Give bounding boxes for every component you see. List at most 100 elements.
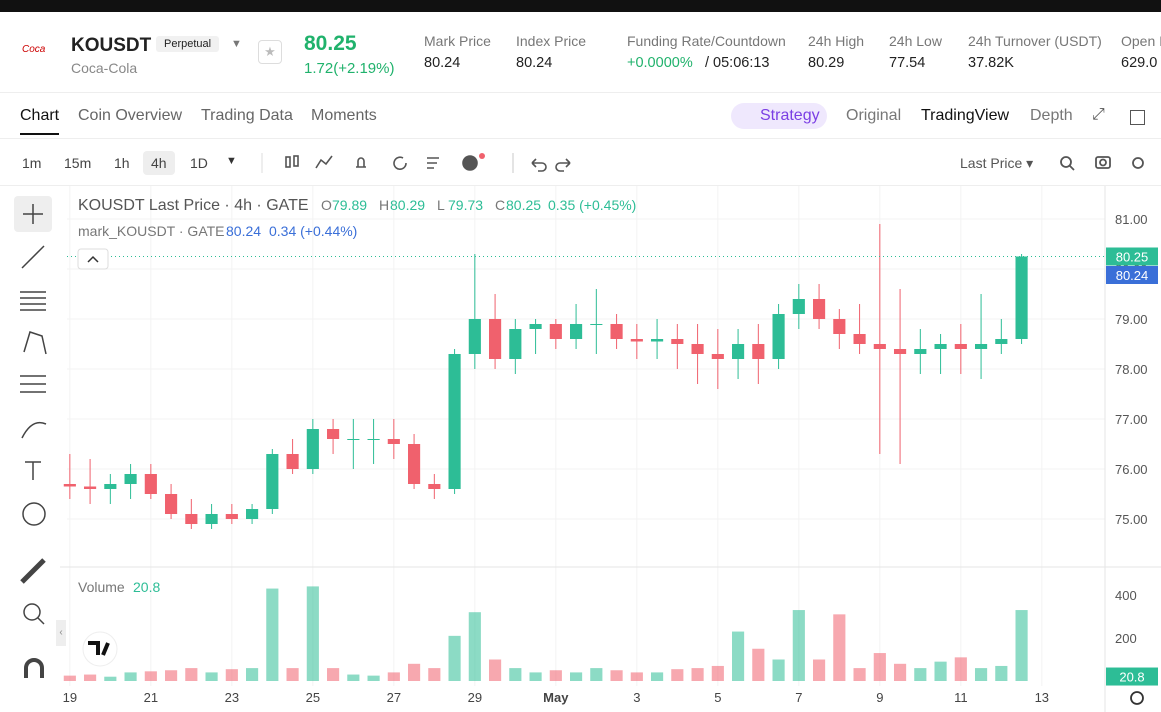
legend-change: 0.35 (+0.45%)	[548, 197, 636, 213]
replay-tool[interactable]	[393, 156, 407, 170]
brush-tool[interactable]	[21, 421, 47, 439]
candle-body	[732, 344, 745, 359]
candle-body	[468, 319, 481, 354]
price-source[interactable]: Last Price ▾	[960, 155, 1034, 171]
zoom-tool[interactable]	[23, 603, 41, 621]
view-tab[interactable]: Strategy	[760, 107, 820, 124]
candle-body	[833, 319, 846, 334]
legend-key: O	[321, 197, 332, 213]
view-tab[interactable]: Original	[846, 107, 902, 124]
volume-title: Volume	[78, 579, 125, 595]
view-tab[interactable]: Depth	[1030, 107, 1073, 124]
candle-body	[347, 439, 360, 440]
volume-bar	[974, 668, 988, 681]
add-tool[interactable]	[462, 155, 478, 171]
interval-dropdown[interactable]: ▼	[226, 155, 237, 167]
volume-bar	[914, 668, 927, 681]
candle-body	[489, 319, 502, 359]
coin-name: Coca-Cola	[71, 60, 138, 76]
undo[interactable]	[531, 158, 547, 172]
mark-price-label: 80.24	[1116, 268, 1149, 283]
tv-logo-mark	[88, 641, 110, 656]
volume-bar	[489, 659, 502, 681]
candle-body	[225, 514, 238, 519]
volume-bar	[954, 657, 967, 681]
volume-bar	[812, 659, 826, 681]
interval[interactable]: 15m	[64, 155, 92, 171]
candle-body	[873, 344, 886, 349]
candle-body	[367, 439, 380, 440]
x-tick-label: 5	[714, 690, 721, 705]
settings[interactable]	[1132, 157, 1144, 169]
strategy-pill[interactable]	[731, 103, 827, 129]
volume-bar	[833, 614, 846, 681]
candle-body	[995, 339, 1008, 344]
x-tick-label: 23	[225, 690, 239, 705]
emoji-tool[interactable]	[22, 502, 46, 526]
volume-bar	[448, 635, 461, 681]
dropdown[interactable]: ▼	[231, 38, 242, 50]
line-tool[interactable]	[21, 245, 45, 269]
volume-bar	[84, 674, 97, 681]
chart: 19 21 23 25 27 29 May 3 5 7 9 11 13 75.00 76.00 77.00 78…	[60, 186, 1161, 712]
projection-tool[interactable]	[20, 375, 46, 393]
tab[interactable]: Coin Overview	[78, 107, 183, 124]
search[interactable]	[1060, 156, 1072, 168]
interval[interactable]: 1D	[190, 155, 208, 171]
stat-label: Funding Rate/Countdown	[627, 33, 786, 49]
cross-tool[interactable]	[23, 204, 43, 224]
pattern-tool[interactable]	[23, 331, 47, 355]
x-tick-label: 3	[633, 690, 640, 705]
candle-body	[974, 344, 988, 349]
alert-tool[interactable]	[356, 157, 366, 168]
volume-bar	[772, 659, 785, 681]
volume-bar	[570, 672, 583, 681]
interval[interactable]: 1m	[22, 155, 42, 171]
divider	[0, 92, 1161, 93]
volume-bar	[306, 586, 319, 681]
volume-bar	[651, 672, 664, 681]
volume-bar	[610, 670, 623, 681]
volume-bar	[428, 668, 441, 681]
favorite[interactable]: ★	[258, 40, 282, 64]
legend-key: L	[437, 197, 445, 213]
candle-tool[interactable]	[285, 156, 291, 168]
redo[interactable]	[555, 158, 571, 172]
x-tick-label: May	[543, 690, 569, 705]
magnet-tool[interactable]	[24, 658, 44, 678]
expand-icon[interactable]: ⤢	[1092, 106, 1105, 123]
template-tool[interactable]	[427, 157, 439, 169]
collapse-legend	[77, 248, 109, 270]
volume-bar	[124, 672, 137, 681]
legend-value: 79.89	[332, 197, 367, 213]
chart-actions	[1060, 156, 1144, 171]
view-tab[interactable]: TradingView	[921, 107, 1010, 124]
candle-body	[651, 339, 664, 342]
last-price-label: 80.25	[1116, 250, 1149, 265]
stat-label: 24h High	[808, 33, 865, 49]
stat-label: Index Price	[516, 33, 587, 49]
collapse-toolbar[interactable]: ‹	[56, 620, 66, 646]
stat-label: Open I	[1121, 33, 1161, 49]
x-tick-label: 13	[1035, 690, 1049, 705]
tab[interactable]: Chart	[20, 107, 60, 135]
interval[interactable]: 4h	[143, 151, 175, 175]
fib-tool[interactable]	[20, 291, 46, 311]
volume-bar	[711, 665, 724, 681]
interval[interactable]: 1h	[114, 155, 130, 171]
tab[interactable]: Trading Data	[201, 107, 293, 124]
legend-value: 79.73	[448, 197, 483, 213]
indicator-tool[interactable]	[315, 155, 333, 169]
text-tool[interactable]	[25, 461, 41, 480]
price-source-label[interactable]: Last Price	[960, 155, 1023, 171]
snapshot[interactable]	[1095, 156, 1111, 169]
window-icon[interactable]	[1130, 110, 1145, 125]
x-tick-label: 25	[306, 690, 320, 705]
candle-body	[630, 339, 643, 342]
mark-title: mark_KOUSDT · GATE	[78, 223, 225, 239]
ruler-tool[interactable]	[20, 558, 46, 584]
symbol[interactable]: KOUSDT	[71, 35, 152, 56]
candle-body	[428, 484, 441, 489]
tab[interactable]: Moments	[311, 107, 377, 124]
